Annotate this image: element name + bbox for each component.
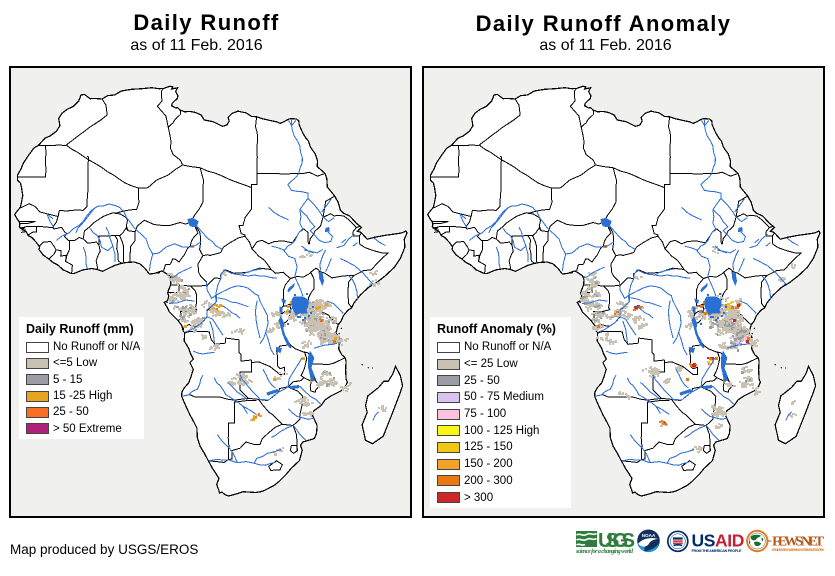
svg-text:USAID: USAID [692, 530, 744, 550]
svg-text:science for a changing world: science for a changing world [575, 549, 634, 555]
svg-text:USGS: USGS [598, 529, 635, 552]
svg-text:FAMINE EARLY WARNING SYSTEMS N: FAMINE EARLY WARNING SYSTEMS NETWORK [772, 548, 825, 552]
svg-text:NOAA: NOAA [642, 533, 656, 538]
svg-text:FROM THE AMERICAN PEOPLE: FROM THE AMERICAN PEOPLE [692, 549, 743, 553]
svg-text:FEWS NET: FEWS NET [772, 534, 825, 549]
